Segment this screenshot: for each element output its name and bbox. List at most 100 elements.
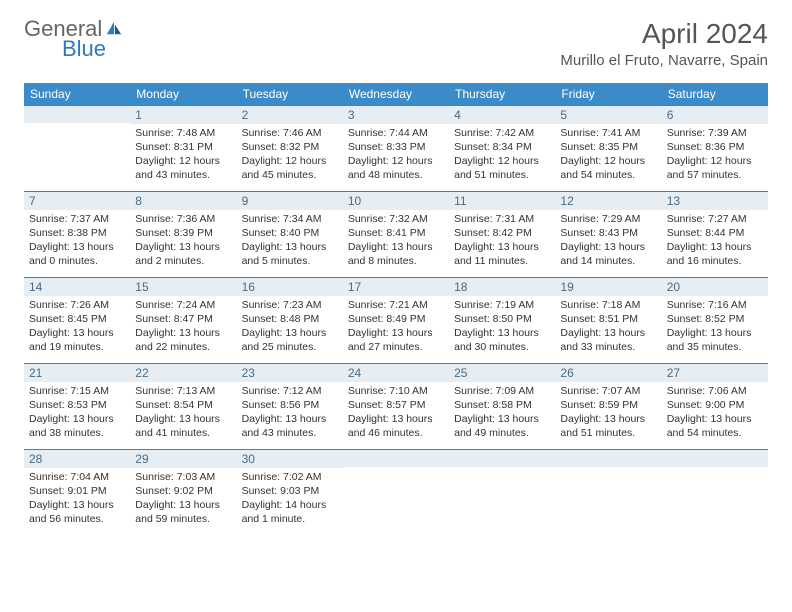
day-number: 6	[662, 105, 768, 124]
day-details: Sunrise: 7:36 AMSunset: 8:39 PMDaylight:…	[130, 210, 236, 270]
calendar-cell: 17Sunrise: 7:21 AMSunset: 8:49 PMDayligh…	[343, 277, 449, 363]
day-details: Sunrise: 7:19 AMSunset: 8:50 PMDaylight:…	[449, 296, 555, 356]
day-number: 4	[449, 105, 555, 124]
calendar-cell: 15Sunrise: 7:24 AMSunset: 8:47 PMDayligh…	[130, 277, 236, 363]
calendar-cell: 8Sunrise: 7:36 AMSunset: 8:39 PMDaylight…	[130, 191, 236, 277]
calendar-cell: 3Sunrise: 7:44 AMSunset: 8:33 PMDaylight…	[343, 105, 449, 191]
weekday-header: Thursday	[449, 83, 555, 105]
day-details: Sunrise: 7:13 AMSunset: 8:54 PMDaylight:…	[130, 382, 236, 442]
day-number: 16	[237, 277, 343, 296]
day-number: 17	[343, 277, 449, 296]
empty-day-header	[555, 449, 661, 467]
calendar-cell: 2Sunrise: 7:46 AMSunset: 8:32 PMDaylight…	[237, 105, 343, 191]
day-details: Sunrise: 7:26 AMSunset: 8:45 PMDaylight:…	[24, 296, 130, 356]
day-number: 30	[237, 449, 343, 468]
calendar-cell: 12Sunrise: 7:29 AMSunset: 8:43 PMDayligh…	[555, 191, 661, 277]
day-number: 23	[237, 363, 343, 382]
day-number: 28	[24, 449, 130, 468]
calendar-cell: 14Sunrise: 7:26 AMSunset: 8:45 PMDayligh…	[24, 277, 130, 363]
calendar-row: 1Sunrise: 7:48 AMSunset: 8:31 PMDaylight…	[24, 105, 768, 191]
day-number: 12	[555, 191, 661, 210]
day-number: 20	[662, 277, 768, 296]
day-number: 13	[662, 191, 768, 210]
day-details: Sunrise: 7:48 AMSunset: 8:31 PMDaylight:…	[130, 124, 236, 184]
day-details: Sunrise: 7:34 AMSunset: 8:40 PMDaylight:…	[237, 210, 343, 270]
day-number: 3	[343, 105, 449, 124]
calendar-row: 21Sunrise: 7:15 AMSunset: 8:53 PMDayligh…	[24, 363, 768, 449]
weekday-header: Sunday	[24, 83, 130, 105]
calendar-cell: 20Sunrise: 7:16 AMSunset: 8:52 PMDayligh…	[662, 277, 768, 363]
day-details: Sunrise: 7:07 AMSunset: 8:59 PMDaylight:…	[555, 382, 661, 442]
day-details: Sunrise: 7:46 AMSunset: 8:32 PMDaylight:…	[237, 124, 343, 184]
day-number: 26	[555, 363, 661, 382]
day-number: 19	[555, 277, 661, 296]
calendar-cell: 18Sunrise: 7:19 AMSunset: 8:50 PMDayligh…	[449, 277, 555, 363]
empty-day-header	[662, 449, 768, 467]
day-details: Sunrise: 7:15 AMSunset: 8:53 PMDaylight:…	[24, 382, 130, 442]
calendar-row: 14Sunrise: 7:26 AMSunset: 8:45 PMDayligh…	[24, 277, 768, 363]
calendar-cell: 26Sunrise: 7:07 AMSunset: 8:59 PMDayligh…	[555, 363, 661, 449]
day-details: Sunrise: 7:12 AMSunset: 8:56 PMDaylight:…	[237, 382, 343, 442]
header: GeneralBlue April 2024 Murillo el Fruto,…	[24, 18, 768, 69]
empty-day-header	[343, 449, 449, 467]
day-number: 9	[237, 191, 343, 210]
day-number: 1	[130, 105, 236, 124]
title-block: April 2024 Murillo el Fruto, Navarre, Sp…	[560, 18, 768, 69]
calendar-cell: 7Sunrise: 7:37 AMSunset: 8:38 PMDaylight…	[24, 191, 130, 277]
calendar-row: 28Sunrise: 7:04 AMSunset: 9:01 PMDayligh…	[24, 449, 768, 535]
calendar-cell: 23Sunrise: 7:12 AMSunset: 8:56 PMDayligh…	[237, 363, 343, 449]
logo-sail-icon	[105, 18, 123, 40]
location: Murillo el Fruto, Navarre, Spain	[560, 52, 768, 69]
calendar-cell: 19Sunrise: 7:18 AMSunset: 8:51 PMDayligh…	[555, 277, 661, 363]
calendar-cell	[449, 449, 555, 535]
day-number: 24	[343, 363, 449, 382]
calendar-row: 7Sunrise: 7:37 AMSunset: 8:38 PMDaylight…	[24, 191, 768, 277]
day-details: Sunrise: 7:31 AMSunset: 8:42 PMDaylight:…	[449, 210, 555, 270]
calendar-cell	[24, 105, 130, 191]
day-details: Sunrise: 7:44 AMSunset: 8:33 PMDaylight:…	[343, 124, 449, 184]
weekday-header: Tuesday	[237, 83, 343, 105]
day-details: Sunrise: 7:06 AMSunset: 9:00 PMDaylight:…	[662, 382, 768, 442]
calendar-cell	[555, 449, 661, 535]
day-details: Sunrise: 7:10 AMSunset: 8:57 PMDaylight:…	[343, 382, 449, 442]
calendar-cell: 21Sunrise: 7:15 AMSunset: 8:53 PMDayligh…	[24, 363, 130, 449]
day-number: 21	[24, 363, 130, 382]
logo: GeneralBlue	[24, 18, 123, 60]
month-title: April 2024	[560, 18, 768, 50]
day-details: Sunrise: 7:04 AMSunset: 9:01 PMDaylight:…	[24, 468, 130, 528]
day-details: Sunrise: 7:29 AMSunset: 8:43 PMDaylight:…	[555, 210, 661, 270]
empty-day-header	[449, 449, 555, 467]
calendar-cell: 28Sunrise: 7:04 AMSunset: 9:01 PMDayligh…	[24, 449, 130, 535]
calendar-cell: 9Sunrise: 7:34 AMSunset: 8:40 PMDaylight…	[237, 191, 343, 277]
calendar-cell	[343, 449, 449, 535]
day-number: 8	[130, 191, 236, 210]
day-details: Sunrise: 7:09 AMSunset: 8:58 PMDaylight:…	[449, 382, 555, 442]
calendar-cell: 5Sunrise: 7:41 AMSunset: 8:35 PMDaylight…	[555, 105, 661, 191]
day-number: 2	[237, 105, 343, 124]
calendar-cell: 22Sunrise: 7:13 AMSunset: 8:54 PMDayligh…	[130, 363, 236, 449]
calendar-cell: 1Sunrise: 7:48 AMSunset: 8:31 PMDaylight…	[130, 105, 236, 191]
day-details: Sunrise: 7:24 AMSunset: 8:47 PMDaylight:…	[130, 296, 236, 356]
calendar-body: 1Sunrise: 7:48 AMSunset: 8:31 PMDaylight…	[24, 105, 768, 535]
day-number: 22	[130, 363, 236, 382]
calendar-cell: 27Sunrise: 7:06 AMSunset: 9:00 PMDayligh…	[662, 363, 768, 449]
weekday-header: Friday	[555, 83, 661, 105]
day-number: 25	[449, 363, 555, 382]
day-number: 5	[555, 105, 661, 124]
calendar-cell: 29Sunrise: 7:03 AMSunset: 9:02 PMDayligh…	[130, 449, 236, 535]
weekday-header: Wednesday	[343, 83, 449, 105]
day-details: Sunrise: 7:41 AMSunset: 8:35 PMDaylight:…	[555, 124, 661, 184]
calendar-cell: 25Sunrise: 7:09 AMSunset: 8:58 PMDayligh…	[449, 363, 555, 449]
day-number: 29	[130, 449, 236, 468]
weekday-header-row: Sunday Monday Tuesday Wednesday Thursday…	[24, 83, 768, 105]
day-details: Sunrise: 7:27 AMSunset: 8:44 PMDaylight:…	[662, 210, 768, 270]
day-details: Sunrise: 7:03 AMSunset: 9:02 PMDaylight:…	[130, 468, 236, 528]
calendar-cell: 6Sunrise: 7:39 AMSunset: 8:36 PMDaylight…	[662, 105, 768, 191]
day-number: 10	[343, 191, 449, 210]
logo-text-blue: Blue	[62, 38, 123, 60]
day-details: Sunrise: 7:21 AMSunset: 8:49 PMDaylight:…	[343, 296, 449, 356]
day-number: 7	[24, 191, 130, 210]
weekday-header: Monday	[130, 83, 236, 105]
day-number: 14	[24, 277, 130, 296]
calendar-cell: 24Sunrise: 7:10 AMSunset: 8:57 PMDayligh…	[343, 363, 449, 449]
